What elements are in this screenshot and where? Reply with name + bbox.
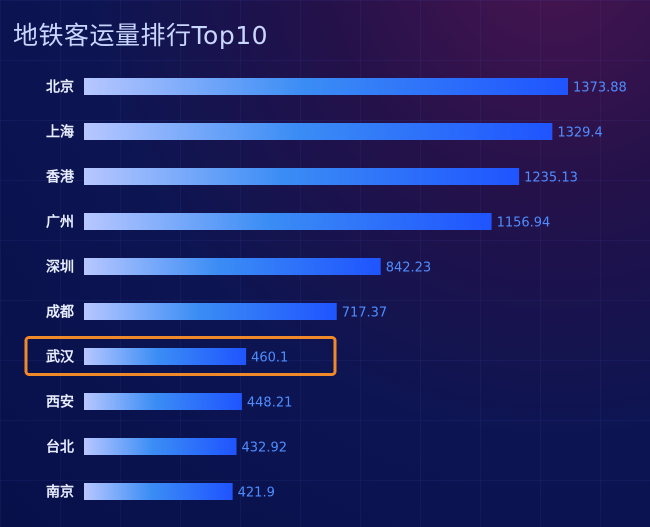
value-label: 432.92 bbox=[242, 441, 288, 456]
bar[interactable] bbox=[84, 348, 247, 365]
chart-title: 地铁客运量排行Top10 bbox=[13, 21, 268, 50]
highlight-box bbox=[24, 336, 337, 376]
bar[interactable] bbox=[84, 213, 492, 230]
bar[interactable] bbox=[84, 258, 381, 275]
category-label: 南京 bbox=[46, 484, 74, 501]
category-label: 深圳 bbox=[46, 259, 74, 276]
value-label: 717.37 bbox=[342, 306, 388, 321]
bar[interactable] bbox=[84, 303, 337, 320]
category-label: 西安 bbox=[46, 394, 74, 411]
value-label: 460.1 bbox=[251, 351, 288, 366]
category-label: 台北 bbox=[46, 439, 74, 456]
category-label: 上海 bbox=[46, 124, 74, 141]
bars-group: 北京 1373.88 上海 1329.4 香港 1235.13 广州 1156.94 深圳 842… bbox=[24, 78, 627, 501]
bar[interactable] bbox=[84, 393, 242, 410]
bar[interactable] bbox=[84, 123, 553, 140]
value-label: 842.23 bbox=[386, 261, 432, 276]
bar[interactable] bbox=[84, 168, 520, 185]
value-label: 421.9 bbox=[238, 486, 275, 501]
category-label: 成都 bbox=[46, 304, 74, 321]
bar[interactable] bbox=[84, 78, 568, 95]
category-label: 武汉 bbox=[46, 349, 75, 366]
bar[interactable] bbox=[84, 483, 233, 500]
category-label: 香港 bbox=[45, 169, 75, 186]
value-label: 1373.88 bbox=[573, 81, 627, 96]
value-label: 1156.94 bbox=[497, 216, 551, 231]
value-label: 448.21 bbox=[247, 396, 293, 411]
category-label: 北京 bbox=[46, 79, 74, 96]
bar[interactable] bbox=[84, 438, 237, 455]
value-label: 1235.13 bbox=[524, 171, 578, 186]
category-label: 广州 bbox=[46, 214, 74, 231]
value-label: 1329.4 bbox=[557, 126, 603, 141]
